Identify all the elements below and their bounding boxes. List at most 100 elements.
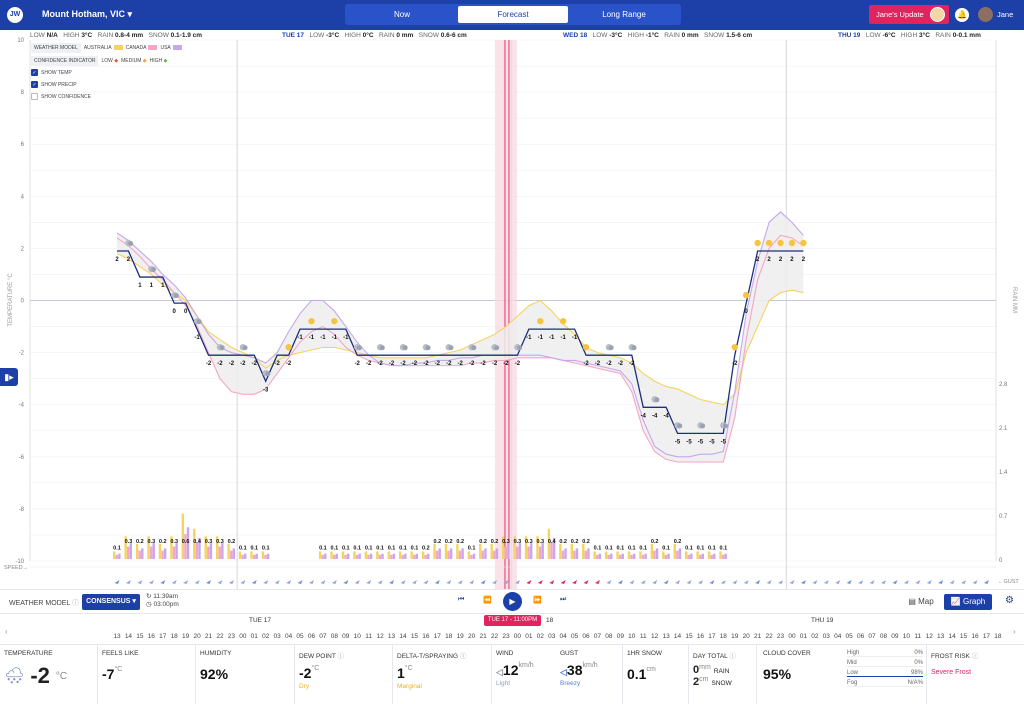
timeline-hour[interactable]: 20 bbox=[193, 633, 201, 640]
timeline-hour[interactable]: 07 bbox=[319, 633, 327, 640]
timeline-hour[interactable]: 08 bbox=[879, 633, 888, 640]
fast-forward-icon[interactable]: ⏩ bbox=[533, 597, 542, 604]
timeline-hour[interactable]: 05 bbox=[570, 633, 579, 640]
janes-update-button[interactable]: Jane's Update bbox=[869, 5, 949, 24]
timeline-hour[interactable]: 12 bbox=[651, 633, 659, 640]
timeline-hour[interactable]: 13 bbox=[113, 633, 121, 640]
timeline-hour[interactable]: 10 bbox=[902, 633, 910, 640]
timeline-hour[interactable]: 22 bbox=[490, 633, 499, 640]
timeline-hour[interactable]: 03 bbox=[822, 633, 830, 640]
timeline-hour[interactable]: 21 bbox=[479, 633, 487, 640]
timeline-current-marker[interactable]: TUE 17 - 11:00PM bbox=[484, 615, 541, 626]
timeline-hour[interactable]: 21 bbox=[754, 633, 762, 640]
timeline-hour[interactable]: 09 bbox=[891, 633, 899, 640]
timeline-hour[interactable]: 21 bbox=[204, 633, 213, 640]
timeline-hour[interactable]: 13 bbox=[662, 633, 670, 640]
timeline-hour[interactable]: 19 bbox=[456, 633, 464, 640]
timeline-hour[interactable]: 19 bbox=[182, 633, 190, 640]
timeline-hour[interactable]: 01 bbox=[525, 633, 533, 640]
timeline-hour[interactable]: 04 bbox=[559, 633, 567, 640]
timeline-hour[interactable]: 15 bbox=[685, 633, 693, 640]
timeline-hour[interactable]: 12 bbox=[376, 633, 384, 640]
tab-forecast[interactable]: Forecast bbox=[458, 6, 568, 23]
timeline-hour[interactable]: 12 bbox=[925, 633, 933, 640]
hour-timeline[interactable]: ‹ TUE 17 TUE 17 - 11:00PM 18 THU 19 13 14… bbox=[0, 613, 1024, 645]
play-icon[interactable]: ▶ bbox=[503, 592, 522, 611]
timeline-hour[interactable]: 15 bbox=[136, 633, 144, 640]
timeline-hour[interactable]: 22 bbox=[216, 633, 224, 640]
timeline-left-arrow-icon[interactable]: ‹ bbox=[5, 627, 8, 636]
timeline-hour[interactable]: 16 bbox=[422, 633, 430, 640]
timeline-hour[interactable]: 00 bbox=[239, 633, 247, 640]
notifications-bell-icon[interactable]: 🔔 bbox=[955, 8, 969, 22]
timeline-hour[interactable]: 07 bbox=[868, 633, 876, 640]
timeline-hour[interactable]: 17 bbox=[982, 633, 991, 640]
timeline-hour[interactable]: 04 bbox=[834, 633, 842, 640]
timeline-hour[interactable]: 16 bbox=[971, 633, 979, 640]
skip-start-icon[interactable]: ⏮ bbox=[458, 596, 465, 603]
weather-model-select[interactable]: CONSENSUS ▾ bbox=[82, 594, 140, 610]
info-icon[interactable]: ⓘ bbox=[729, 653, 736, 660]
timeline-hour[interactable]: 06 bbox=[307, 633, 316, 640]
timeline-hour[interactable]: 07 bbox=[593, 633, 602, 640]
sidebar-toggle-icon[interactable]: ▮▸ bbox=[0, 368, 18, 386]
timeline-hour[interactable]: 14 bbox=[399, 633, 407, 640]
timeline-hour[interactable]: 16 bbox=[147, 633, 155, 640]
timeline-hour[interactable]: 20 bbox=[742, 633, 750, 640]
timeline-hour[interactable]: 17 bbox=[433, 633, 441, 640]
timeline-hour[interactable]: 11 bbox=[914, 633, 922, 640]
gear-icon[interactable]: ⚙ bbox=[1005, 595, 1014, 606]
timeline-hour[interactable]: 23 bbox=[776, 633, 785, 640]
timeline-hour[interactable]: 14 bbox=[673, 633, 682, 640]
timeline-right-arrow-icon[interactable]: › bbox=[1013, 627, 1016, 636]
timeline-hour[interactable]: 08 bbox=[330, 633, 338, 640]
tab-now[interactable]: Now bbox=[393, 10, 410, 19]
timeline-hour[interactable]: 02 bbox=[536, 633, 544, 640]
timeline-hour[interactable]: 09 bbox=[616, 633, 624, 640]
timeline-hour[interactable]: 02 bbox=[811, 633, 819, 640]
app-logo[interactable]: JW bbox=[7, 7, 23, 23]
timeline-hour[interactable]: 13 bbox=[387, 633, 396, 640]
timeline-hour[interactable]: 14 bbox=[124, 633, 133, 640]
timeline-hour[interactable]: 01 bbox=[250, 633, 258, 640]
timeline-hour[interactable]: 04 bbox=[284, 633, 293, 640]
info-icon[interactable]: ⓘ bbox=[459, 653, 467, 660]
timeline-hour[interactable]: 03 bbox=[273, 633, 281, 640]
show-confidence-checkbox[interactable]: SHOW CONFIDENCE bbox=[31, 93, 182, 100]
timeline-hour[interactable]: 20 bbox=[468, 633, 476, 640]
timeline-hour[interactable]: 14 bbox=[948, 633, 956, 640]
show-temp-checkbox[interactable]: ✓ SHOW TEMP bbox=[31, 69, 182, 76]
info-icon[interactable]: ⓘ bbox=[337, 653, 345, 660]
graph-view-button[interactable]: 📈 Graph bbox=[944, 594, 992, 610]
timeline-hour[interactable]: 11 bbox=[639, 633, 647, 640]
timeline-hour[interactable]: 23 bbox=[227, 633, 235, 640]
timeline-hour[interactable]: 05 bbox=[845, 633, 853, 640]
info-icon[interactable]: ⓘ bbox=[971, 653, 979, 660]
timeline-hour[interactable]: 01 bbox=[799, 633, 807, 640]
timeline-hour[interactable]: 15 bbox=[959, 633, 968, 640]
timeline-hour[interactable]: 19 bbox=[731, 633, 739, 640]
tab-long-range[interactable]: Long Range bbox=[602, 10, 646, 19]
timeline-hour[interactable]: 00 bbox=[788, 633, 796, 640]
timeline-hour[interactable]: 03 bbox=[548, 633, 556, 640]
timeline-hour[interactable]: 10 bbox=[353, 633, 361, 640]
timeline-hour[interactable]: 05 bbox=[296, 633, 304, 640]
skip-end-icon[interactable]: ⏭ bbox=[560, 596, 567, 603]
map-view-button[interactable]: ▤ Map bbox=[902, 594, 940, 610]
location-selector[interactable]: Mount Hotham, VIC ▾ bbox=[42, 9, 132, 20]
timeline-hour[interactable]: 15 bbox=[410, 633, 419, 640]
timeline-hour[interactable]: 18 bbox=[719, 633, 727, 640]
info-icon[interactable]: ⓘ bbox=[72, 600, 80, 607]
timeline-hour[interactable]: 17 bbox=[708, 633, 716, 640]
user-name[interactable]: Jane bbox=[997, 10, 1014, 19]
forecast-chart[interactable]: 1086420-2-4-6-8-102.82.11.40.70TEMPERATU… bbox=[0, 30, 1024, 589]
timeline-hour[interactable]: 09 bbox=[342, 633, 350, 640]
timeline-hour[interactable]: 18 bbox=[445, 633, 453, 640]
timeline-hour[interactable]: 00 bbox=[513, 633, 521, 640]
rewind-icon[interactable]: ⏪ bbox=[483, 597, 492, 604]
timeline-hour[interactable]: 13 bbox=[937, 633, 945, 640]
timeline-hour[interactable]: 18 bbox=[170, 633, 178, 640]
timeline-hour[interactable]: 16 bbox=[696, 633, 705, 640]
show-precip-checkbox[interactable]: ✓ SHOW PRECIP bbox=[31, 81, 182, 88]
timeline-hour[interactable]: 02 bbox=[262, 633, 270, 640]
